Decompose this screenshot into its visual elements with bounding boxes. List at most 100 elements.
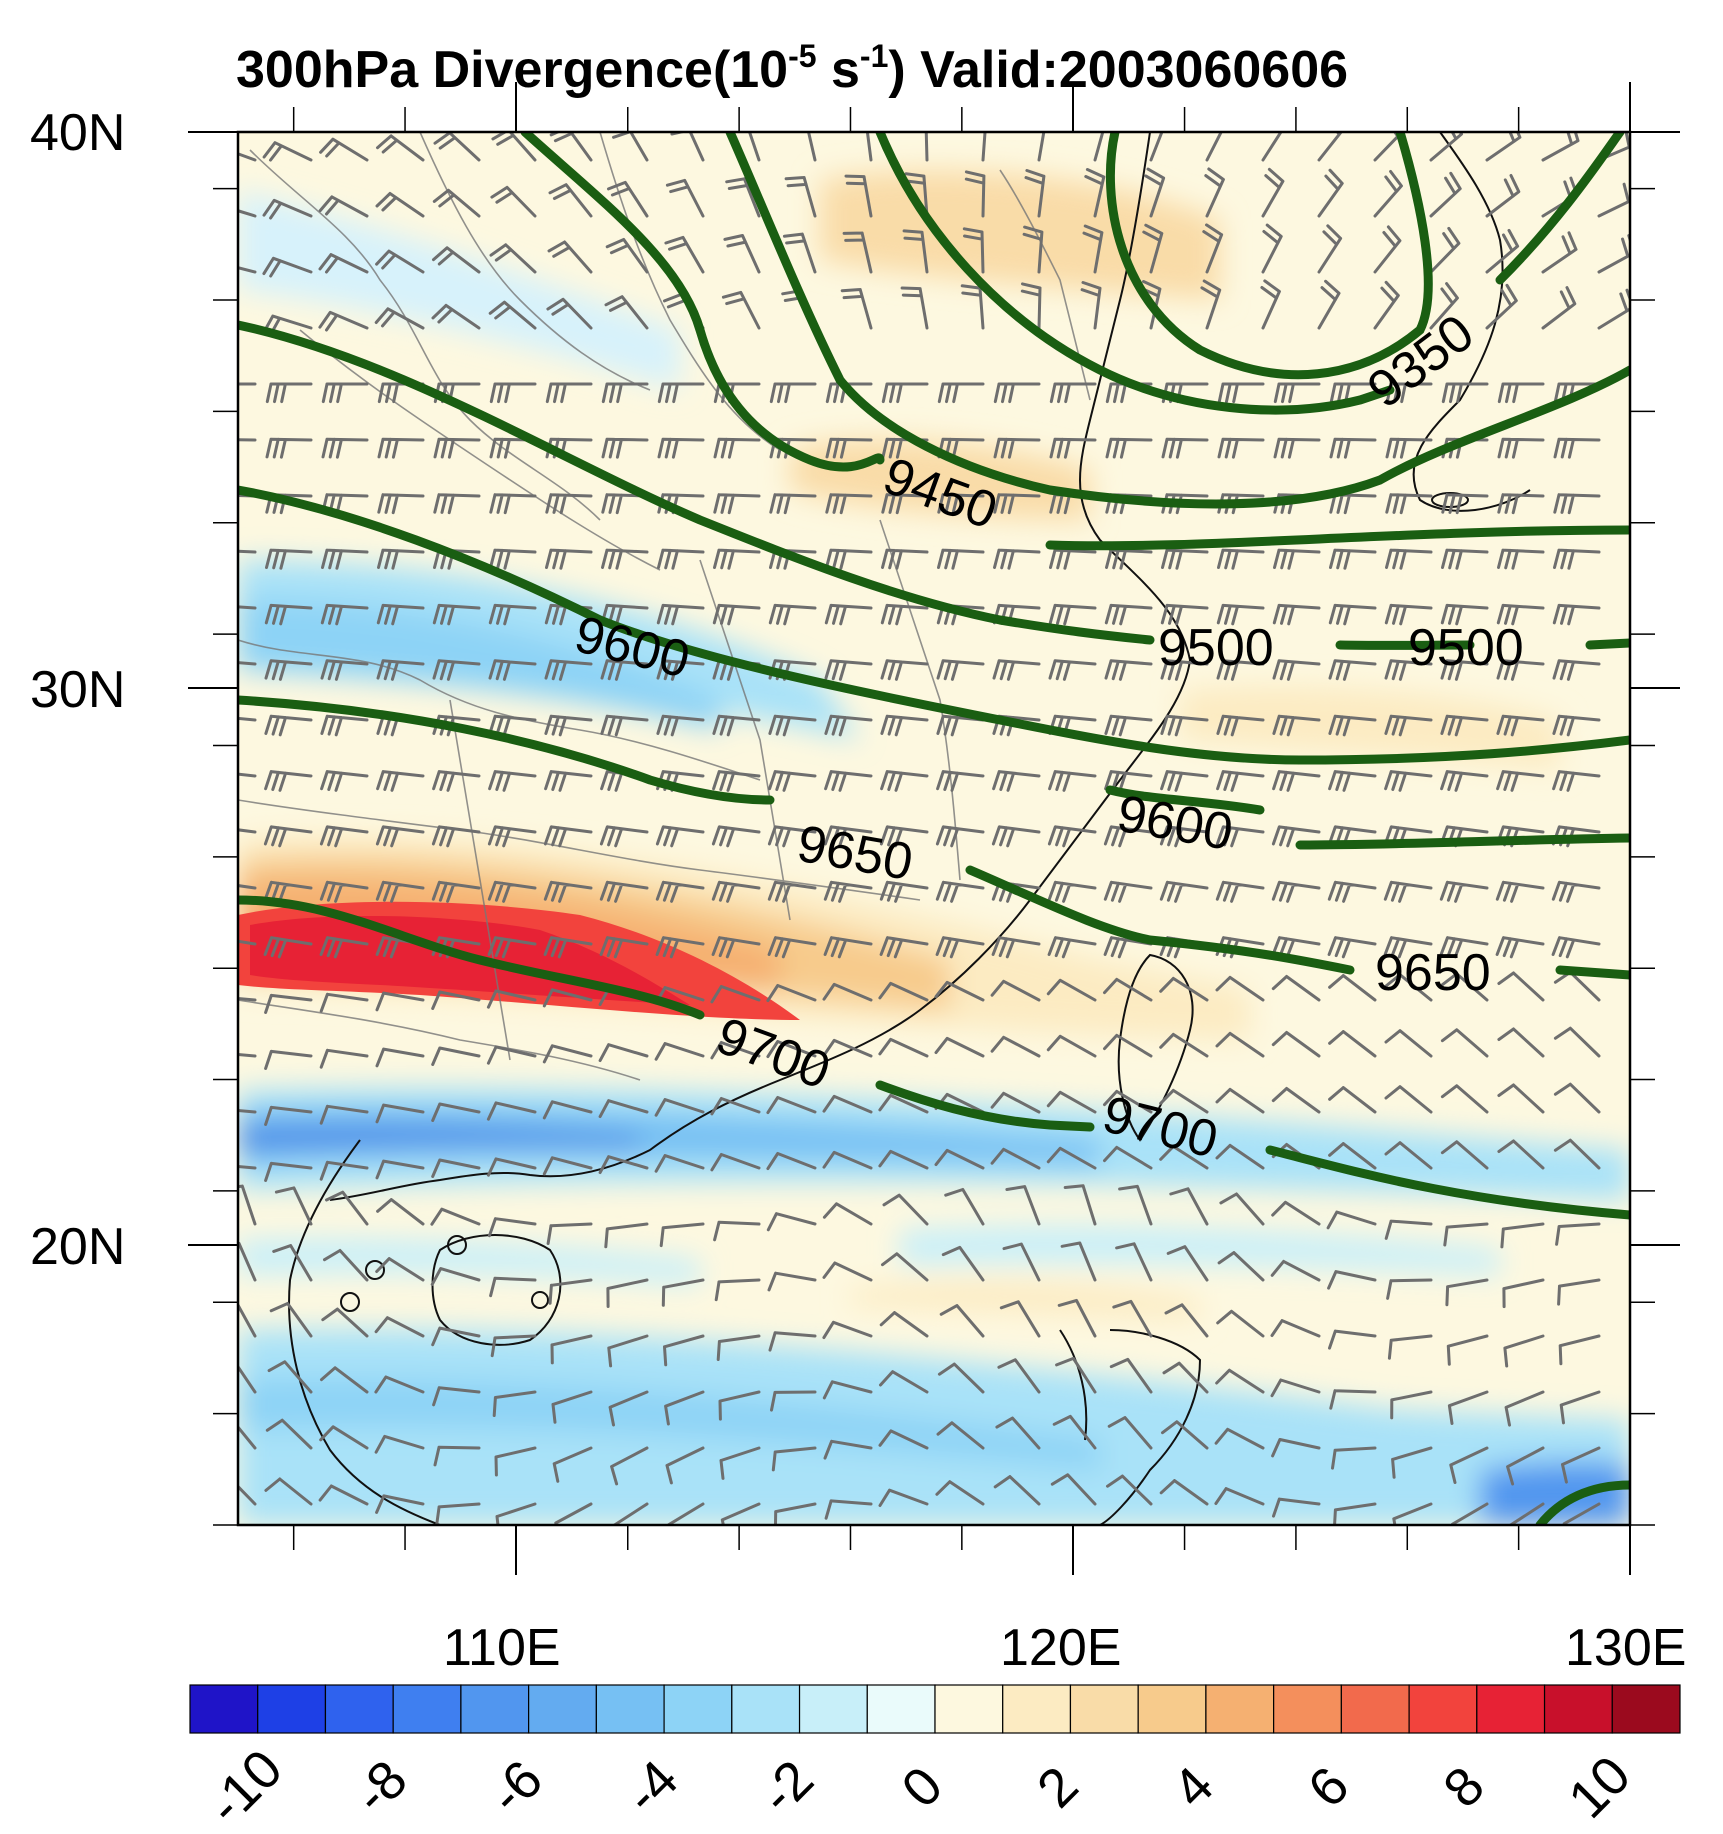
wind-barb [551, 1390, 593, 1424]
wind-barb [600, 659, 649, 681]
wind-barb [1500, 1222, 1545, 1249]
wind-barb [1541, 286, 1577, 330]
wind-barb [543, 880, 593, 903]
colorbar-swatch [528, 1684, 597, 1734]
wind-barb [1385, 548, 1433, 570]
wind-barb [318, 1484, 369, 1506]
wind-barb [1447, 1390, 1489, 1425]
wind-barb [486, 1157, 537, 1177]
wind-barb [1159, 1479, 1209, 1506]
wind-barb [1561, 1446, 1601, 1484]
wind-barb [993, 493, 1041, 515]
wind-barb [1439, 936, 1489, 959]
wind-barb [1384, 1029, 1433, 1058]
wind-barb [840, 288, 873, 330]
wind-barb [1149, 132, 1164, 162]
colorbar-swatch [1069, 1684, 1139, 1734]
wind-barb [1271, 1200, 1321, 1226]
wind-barb [319, 992, 369, 1013]
wind-barb [936, 1421, 985, 1450]
contour-label-9500-b: 9500 [1408, 619, 1524, 677]
wind-barb [542, 1100, 593, 1120]
lat-label-40n: 40N [30, 104, 125, 162]
wind-barb [265, 493, 313, 515]
wind-barb [767, 825, 817, 848]
colorbar-tick-label: 2 [1026, 1755, 1090, 1819]
lon-label-120e: 120E [1000, 1619, 1121, 1677]
wind-barb [1049, 437, 1097, 459]
wind-barb [491, 132, 537, 162]
wind-barb [601, 548, 649, 570]
colorbar-swatch [1137, 1684, 1207, 1734]
wind-barb [664, 1390, 705, 1426]
wind-barb [262, 256, 313, 278]
wind-barb [825, 437, 873, 459]
wind-barb [725, 177, 761, 218]
wind-barb [1024, 169, 1046, 218]
wind-barb [264, 1105, 313, 1126]
wind-barb [431, 990, 481, 1010]
colorbar-swatch [257, 1684, 327, 1734]
wind-barb [713, 382, 761, 404]
wind-barb [1160, 603, 1209, 626]
wind-barb [265, 548, 313, 570]
wind-barb [1329, 548, 1377, 570]
wind-barb [1270, 1259, 1321, 1282]
wind-barb [934, 1148, 985, 1170]
wind-barb [1109, 1357, 1153, 1394]
wind-barb [1105, 437, 1153, 459]
wind-barb [432, 246, 481, 274]
wind-barb [431, 303, 481, 330]
colorbar-swatch [595, 1684, 665, 1734]
wind-barb [657, 382, 705, 404]
wind-barb [823, 1439, 873, 1460]
wind-barb [1555, 1222, 1601, 1246]
wind-barb [1271, 1438, 1321, 1458]
wind-barb [318, 253, 369, 274]
wind-barb [1373, 170, 1403, 218]
wind-barb [981, 132, 987, 162]
wind-barb [784, 176, 817, 218]
wind-barb [1048, 603, 1097, 626]
wind-barb [1485, 174, 1521, 218]
wind-barb [488, 659, 537, 681]
wind-barb [489, 548, 537, 570]
wind-barb [1552, 603, 1601, 626]
wind-barb [1440, 714, 1489, 737]
plot-frame [236, 130, 1632, 1527]
colorbar-swatch [1002, 1684, 1072, 1734]
wind-barb [489, 382, 537, 404]
wind-barb [545, 493, 593, 515]
wind-barb [272, 1244, 313, 1282]
wind-barb [547, 240, 593, 274]
wind-barb [375, 1103, 425, 1124]
wind-barb [1440, 659, 1489, 681]
wind-barb [489, 437, 537, 459]
colorbar-swatch [866, 1684, 936, 1734]
wind-barb [238, 1164, 257, 1170]
wind-barb [773, 1502, 817, 1525]
wind-barb [878, 1149, 929, 1170]
wind-barb [935, 825, 985, 848]
wind-barb [1553, 1138, 1601, 1170]
wind-barb [1160, 659, 1209, 681]
wind-barb [1495, 880, 1545, 903]
wind-barb [766, 1212, 817, 1232]
wind-barb [323, 1249, 369, 1282]
wind-barb [825, 493, 873, 515]
wind-barb [1271, 880, 1321, 903]
wind-barb [1046, 1090, 1097, 1114]
colorbar-tick-label: -10 [196, 1738, 294, 1834]
wind-barb [607, 1334, 649, 1368]
wind-barb [598, 1043, 649, 1063]
wind-barb [487, 1217, 537, 1238]
wind-barb [1005, 1185, 1041, 1226]
wind-barb [881, 493, 929, 515]
wind-barb [711, 880, 761, 903]
wind-barb [1385, 437, 1433, 459]
wind-barb [377, 548, 425, 570]
wind-barb [770, 1390, 817, 1412]
wind-barb [992, 603, 1041, 626]
wind-barb [431, 1046, 481, 1066]
wind-barb [1497, 971, 1545, 1002]
